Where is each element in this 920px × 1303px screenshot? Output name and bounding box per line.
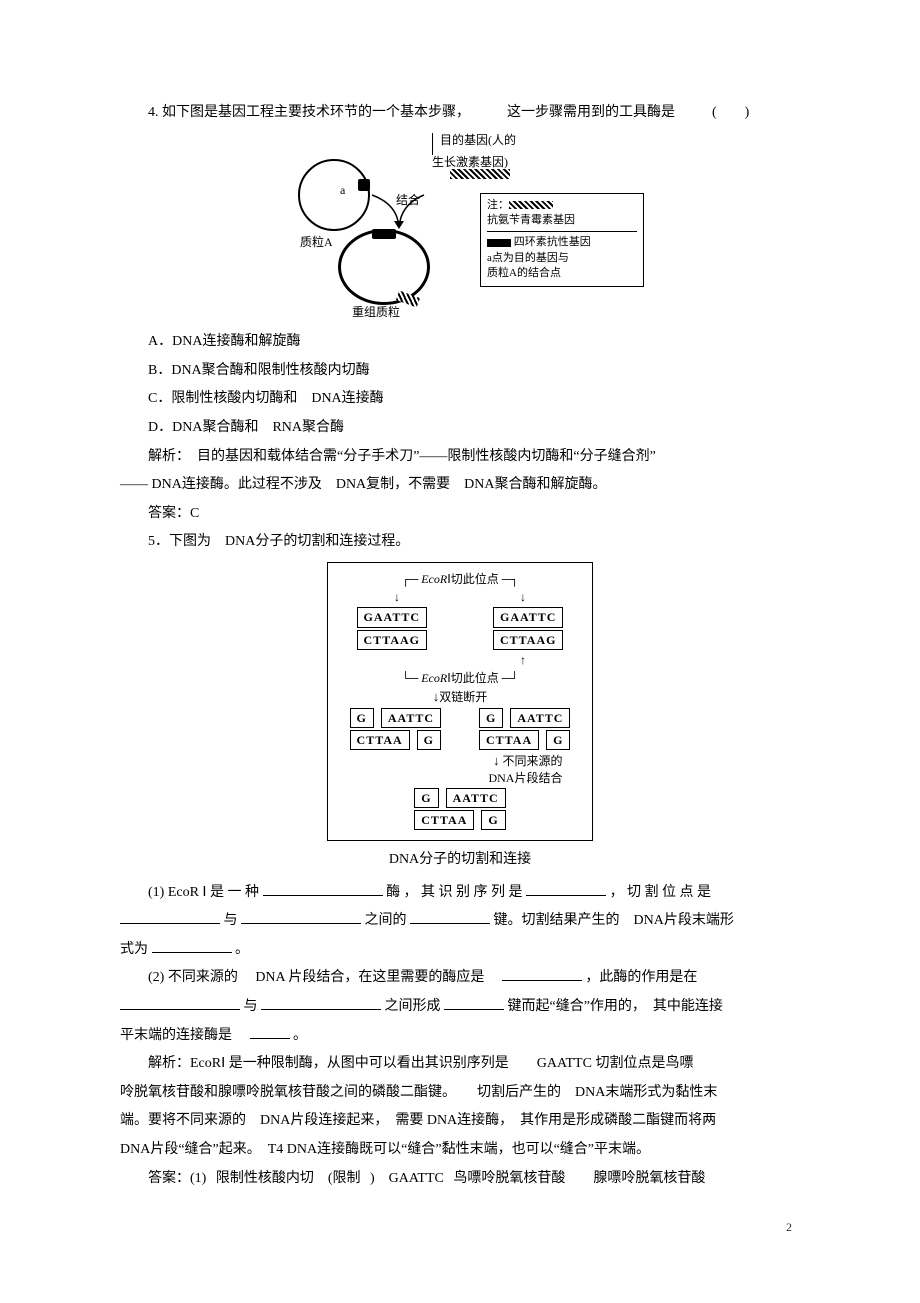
label-a: a: [340, 179, 345, 202]
q4-stem: 4. 如下图是基因工程主要技术环节的一个基本步骤， 这一步骤需用到的工具酶是 (…: [120, 100, 800, 127]
label-recomb: 重组质粒: [352, 301, 400, 324]
q4-choice-a: A．DNA连接酶和解旋酶: [120, 329, 800, 356]
dbl-break: 双链断开: [439, 690, 487, 704]
q4-explain-1: 解析： 目的基因和载体结合需“分子手术刀”——限制性核酸内切酶和“分子缝合剂”: [120, 444, 800, 471]
seq-cttaag-2: CTTAAG: [493, 630, 563, 650]
q5-explain-1: 解析：EcoRⅠ 是一种限制酶，从图中可以看出其识别序列是 GAATTC 切割位…: [120, 1051, 800, 1078]
q5-blank1-line1: (1) EcoR Ⅰ 是 一 种 酶 ， 其 识 别 序 列 是 ， 切 割 位…: [120, 880, 800, 907]
recomb-plasmid: [338, 229, 430, 305]
legend2c: 质粒A的结合点: [487, 266, 637, 281]
q5-blank2-line2: 与 之间形成 键而起“缝合”作用的， 其中能连接: [120, 994, 800, 1021]
q5-explain-4: DNA片段“缝合”起来。 T4 DNA连接酶既可以“缝合”黏性末端，也可以“缝合…: [120, 1137, 800, 1164]
blank: [444, 995, 504, 1010]
blank: [120, 909, 220, 924]
q4-stem-prefix: 4. 如下图是基因工程主要技术环节的一个基本步骤，: [148, 105, 470, 120]
diff-src-2: DNA片段结合: [488, 771, 562, 785]
q4-choice-b: B．DNA聚合酶和限制性核酸内切酶: [120, 358, 800, 385]
blank: [410, 909, 490, 924]
q5-blank2-line3: 平末端的连接酶是 。: [120, 1023, 800, 1050]
q5-answer: 答案：(1) 限制性核酸内切 (限制 ) GAATTC 鸟嘌呤脱氧核苷酸 腺嘌呤…: [120, 1166, 800, 1193]
q4-explain-2: —— DNA连接酶。此过程不涉及 DNA复制，不需要 DNA聚合酶和解旋酶。: [120, 472, 800, 499]
plasmid-a: [298, 159, 370, 231]
q5-blank1-line3: 式为 。: [120, 937, 800, 964]
q5-blank2-line1: (2) 不同来源的 DNA 片段结合，在这里需要的酶应是 ，此酶的作用是在: [120, 965, 800, 992]
q5-blank1-line2: 与 之间的 键。切割结果产生的 DNA片段末端形: [120, 908, 800, 935]
blank: [120, 995, 240, 1010]
q5-stem: 5．下图为 DNA分子的切割和连接过程。: [120, 529, 800, 556]
q5-caption: DNA分子的切割和连接: [120, 847, 800, 874]
blank: [526, 881, 606, 896]
blank: [502, 966, 582, 981]
seq-gaattc-2: GAATTC: [493, 607, 563, 627]
legend-box: 注： 抗氨苄青霉素基因 四环素抗性基因 a点为目的基因与 质粒A的结合点: [480, 193, 644, 287]
legend1: 抗氨苄青霉素基因: [487, 213, 637, 228]
q5-explain-2: 呤脱氧核苷酸和腺嘌呤脱氧核苷酸之间的磷酸二酯键。 切割后产生的 DNA末端形式为…: [120, 1080, 800, 1107]
q4-answer: 答案：C: [120, 501, 800, 528]
blank: [261, 995, 381, 1010]
blank: [263, 881, 383, 896]
page-number: 2: [120, 1216, 800, 1239]
q4-figure: 目的基因(人的 生长激素基因) a 质粒A 结合 重组质粒 注： 抗氨苄青霉素基…: [120, 133, 800, 324]
q4-paren: ( ): [712, 105, 749, 120]
label-combine: 结合: [396, 189, 420, 212]
legend2b: a点为目的基因与: [487, 251, 637, 266]
label-plasmid-a: 质粒A: [300, 231, 333, 254]
q4-choice-c: C．限制性核酸内切酶和 DNA连接酶: [120, 386, 800, 413]
blank: [152, 938, 232, 953]
target-gene-hatch: [450, 169, 510, 179]
q5-figure: ┌─ EcoRⅠ切此位点 ─┐ ↓↓ GAATTC GAATTC CTTAAG …: [120, 562, 800, 841]
q4-choice-d: D．DNA聚合酶和 RNA聚合酶: [120, 415, 800, 442]
seq-gaattc-1: GAATTC: [357, 607, 427, 627]
legend2a: 四环素抗性基因: [514, 236, 591, 248]
q4-stem-suffix: 这一步骤需用到的工具酶是: [507, 105, 675, 120]
blank: [250, 1024, 290, 1039]
legend-title: 注：: [487, 199, 509, 211]
q5-explain-3: 端。要将不同来源的 DNA片段连接起来， 需要 DNA连接酶， 其作用是形成磷酸…: [120, 1108, 800, 1135]
blank: [241, 909, 361, 924]
seq-cttaag-1: CTTAAG: [357, 630, 427, 650]
diff-src-1: 不同来源的: [502, 754, 562, 768]
target-gene-label: 目的基因(人的 生长激素基因): [432, 133, 516, 169]
